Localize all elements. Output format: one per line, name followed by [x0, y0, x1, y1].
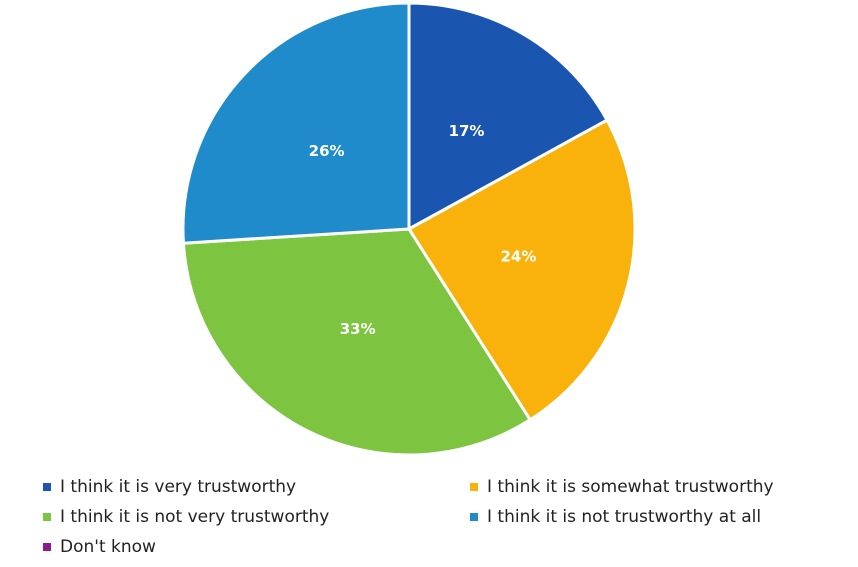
data-label: 24% [500, 248, 536, 266]
legend-label: Don't know [60, 537, 156, 557]
pie-slice [406, 118, 637, 422]
legend-label: I think it is somewhat trustworthy [487, 477, 774, 497]
data-label: 26% [309, 142, 345, 160]
legend-marker [43, 513, 51, 521]
legend-label: I think it is not trustworthy at all [487, 507, 761, 527]
data-label: 33% [340, 320, 376, 338]
legend-marker [43, 483, 51, 491]
pie-slice [181, 1, 411, 245]
legend-marker [43, 543, 51, 551]
data-label: 17% [449, 122, 485, 140]
pie-slice [407, 1, 610, 232]
legend-marker [470, 483, 478, 491]
pie-slice [181, 227, 533, 457]
legend-label: I think it is very trustworthy [60, 477, 296, 497]
legend-label: I think it is not very trustworthy [60, 507, 329, 527]
legend-marker [470, 513, 478, 521]
